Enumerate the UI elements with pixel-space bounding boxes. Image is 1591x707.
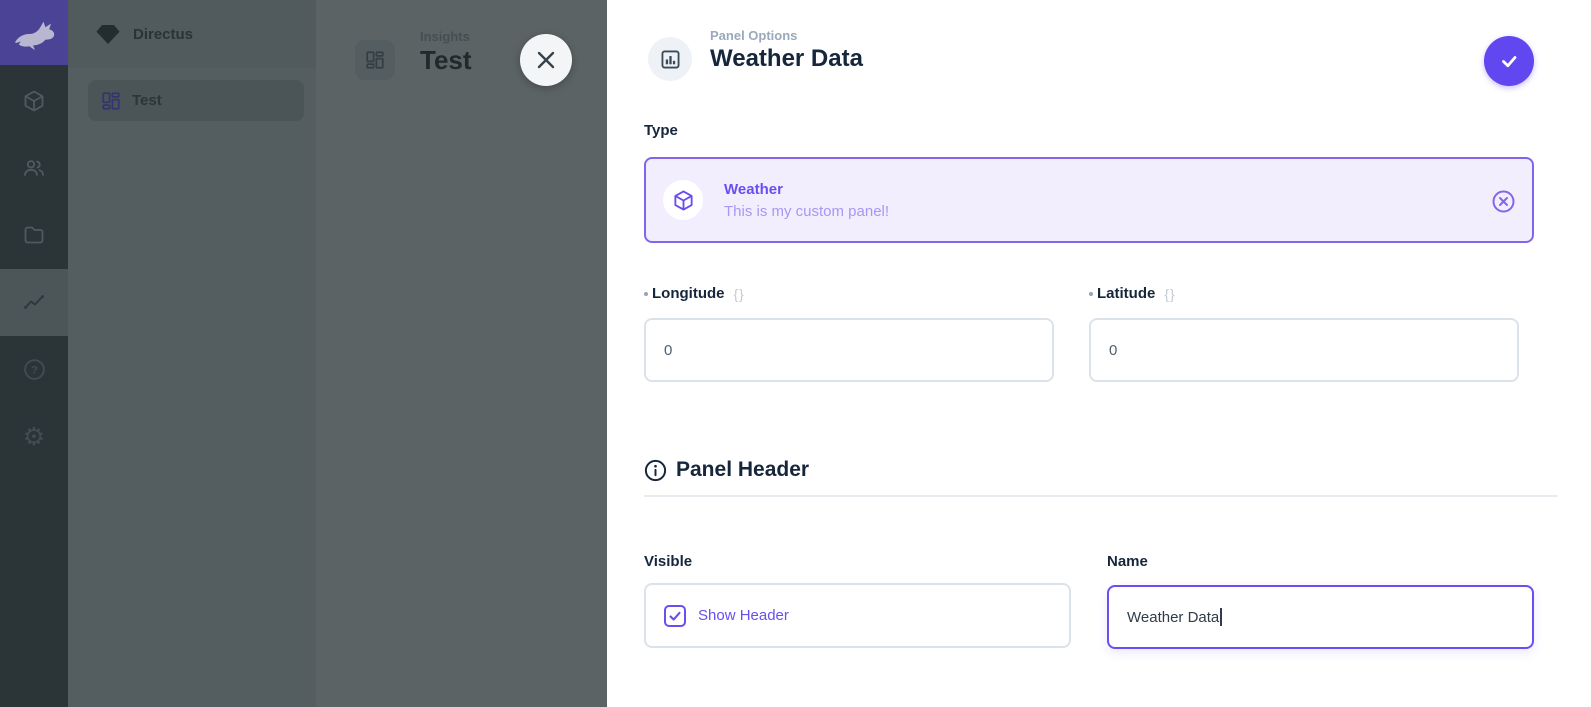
navigation-panel: Directus Test	[68, 0, 316, 707]
visible-label-text: Visible	[644, 553, 693, 570]
name-field-label: Name	[1107, 553, 1148, 570]
longitude-label-text: Longitude	[652, 285, 725, 302]
visible-field-label: Visible	[644, 553, 692, 570]
panel-header-section: Panel Header	[644, 458, 809, 482]
type-label-text: Type	[644, 122, 678, 139]
module-file-library[interactable]	[0, 201, 68, 268]
page-title: Test	[420, 45, 472, 75]
drawer-title: Weather Data	[710, 45, 863, 72]
selected-panel-type-card[interactable]: Weather This is my custom panel!	[644, 157, 1534, 243]
required-dot-icon	[644, 291, 648, 296]
longitude-value: 0	[664, 341, 673, 359]
latitude-value: 0	[1109, 341, 1118, 359]
directus-rabbit-icon	[15, 21, 55, 50]
box-icon	[24, 90, 44, 111]
section-divider	[644, 495, 1558, 497]
text-cursor	[1220, 608, 1223, 626]
help-icon: ?	[23, 359, 45, 380]
visible-field: Show Header	[644, 583, 1071, 648]
bar-chart-icon	[661, 50, 679, 68]
project-name: Directus	[133, 25, 194, 43]
save-button[interactable]	[1484, 36, 1534, 86]
latitude-label-text: Latitude	[1097, 285, 1156, 302]
panel-type-name: Weather	[724, 180, 783, 198]
dashboard-icon	[102, 91, 120, 110]
page-breadcrumb-module: Insights	[420, 29, 470, 44]
raw-value-icon[interactable]: {}	[1164, 285, 1176, 302]
nav-item-test-dashboard[interactable]: Test	[88, 80, 304, 121]
latitude-field-label: Latitude {}	[1089, 285, 1176, 302]
cancel-circle-icon	[1492, 190, 1515, 213]
show-header-label[interactable]: Show Header	[698, 607, 789, 624]
required-dot-icon	[1089, 291, 1093, 296]
show-header-checkbox[interactable]	[664, 604, 686, 627]
name-value: Weather Data	[1127, 608, 1220, 626]
latitude-input[interactable]: 0	[1089, 318, 1519, 382]
insights-page-dimmed: Insights Test	[316, 0, 607, 707]
close-icon	[537, 51, 555, 69]
name-input[interactable]: Weather Data	[1107, 585, 1534, 649]
panel-type-icon-circle	[663, 180, 703, 220]
directus-logo-button[interactable]	[0, 0, 68, 65]
checkbox-check-icon	[669, 611, 681, 621]
users-icon	[24, 159, 44, 176]
module-user-directory[interactable]	[0, 134, 68, 201]
module-content[interactable]	[0, 67, 68, 134]
dashboard-icon-box	[355, 40, 395, 80]
drawer-close-button[interactable]	[520, 34, 572, 86]
panel-type-texts: Weather This is my custom panel!	[724, 181, 889, 220]
insights-activity-icon	[24, 294, 44, 309]
box-icon	[673, 189, 693, 211]
longitude-input[interactable]: 0	[644, 318, 1054, 382]
module-bar: ? ⚙	[0, 0, 68, 707]
dashboard-icon	[366, 51, 384, 69]
module-settings[interactable]: ⚙	[0, 403, 68, 470]
info-icon	[644, 459, 667, 481]
module-help[interactable]: ?	[0, 336, 68, 403]
svg-text:?: ?	[31, 365, 38, 377]
folder-icon	[24, 226, 44, 243]
type-field-label: Type	[644, 122, 678, 139]
nav-item-label: Test	[132, 92, 162, 109]
longitude-field-label: Longitude {}	[644, 285, 745, 302]
panel-options-drawer: Panel Options Weather Data Type Weather …	[607, 0, 1591, 707]
project-header[interactable]: Directus	[68, 0, 316, 68]
panel-type-description: This is my custom panel!	[724, 202, 890, 220]
gear-icon: ⚙	[22, 422, 46, 451]
name-label-text: Name	[1107, 553, 1148, 570]
module-insights[interactable]	[0, 269, 68, 336]
raw-value-icon[interactable]: {}	[733, 285, 745, 302]
deselect-type-button[interactable]	[1492, 190, 1515, 213]
drawer-header-icon-circle	[648, 37, 692, 81]
project-diamond-icon	[96, 24, 120, 44]
check-icon	[1502, 56, 1517, 68]
drawer-eyebrow: Panel Options	[710, 28, 798, 43]
section-title: Panel Header	[676, 458, 810, 481]
